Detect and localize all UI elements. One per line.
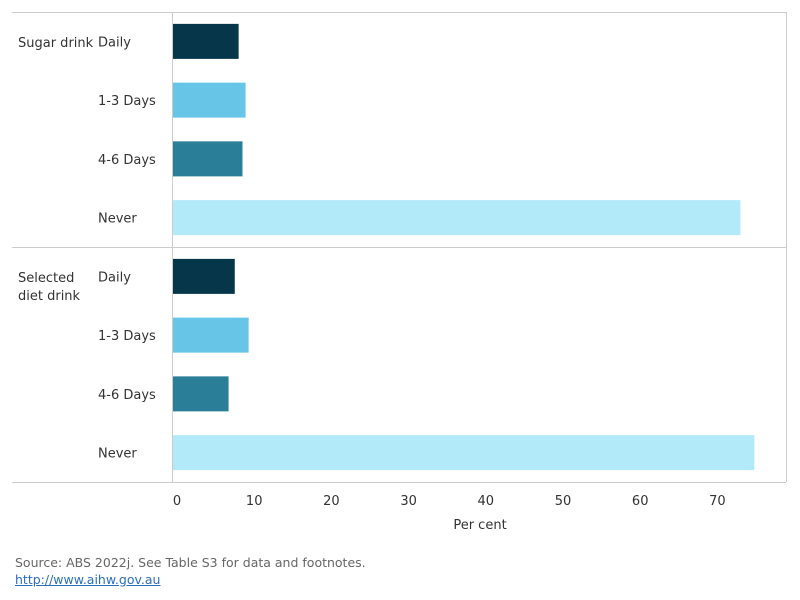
bar [173,82,246,118]
x-axis-title: Per cent [453,518,506,533]
bar [173,317,249,353]
bar [173,376,229,412]
x-tick-label: 20 [323,494,340,509]
x-tick-label: 60 [632,494,649,509]
category-label: 1-3 Days [98,329,156,344]
x-tick-label: 30 [400,494,417,509]
x-tick-label: 70 [709,494,726,509]
aihw-link[interactable]: http://www.aihw.gov.au [15,572,161,587]
x-tick-label: 0 [173,494,181,509]
bar-chart: Sugar drink Daily 1-3 Days 4-6 Days Never Sel… [12,12,787,533]
x-tick-label: 10 [246,494,263,509]
bar [173,258,235,294]
category-label: Daily [98,270,131,285]
group-label: Selected diet drink [18,271,81,304]
group-label: Sugar drink [18,36,94,51]
bar [173,23,239,59]
x-tick-label: 50 [555,494,572,509]
bar [173,435,755,471]
category-label: Daily [98,35,131,50]
category-label: Never [98,447,137,462]
category-label: 4-6 Days [98,153,156,168]
source-note: Source: ABS 2022j. See Table S3 for data… [15,555,366,570]
x-tick-label: 40 [478,494,495,509]
bar [173,141,243,177]
category-label: 4-6 Days [98,388,156,403]
bar [173,200,741,236]
category-label: 1-3 Days [98,94,156,109]
category-label: Never [98,212,137,227]
